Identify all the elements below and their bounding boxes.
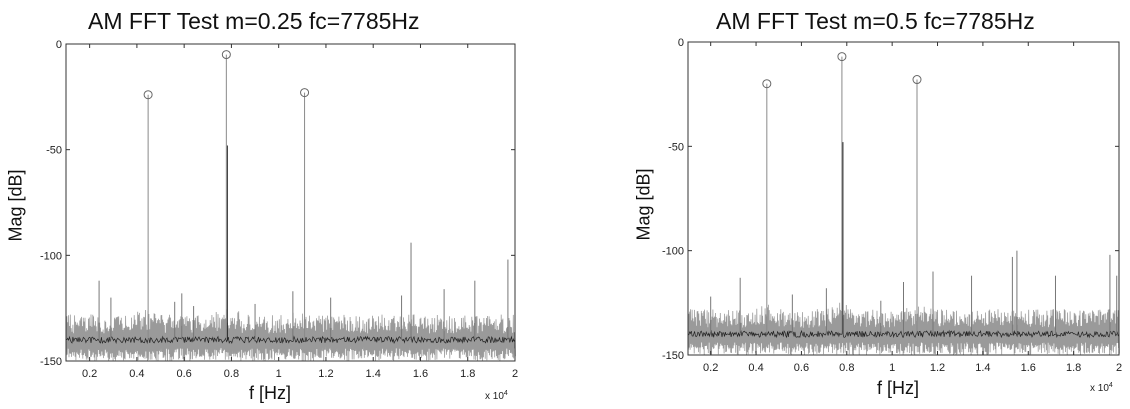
mean-trace (65, 335, 516, 345)
y-tick-label: -50 (668, 141, 684, 153)
mean-trace (688, 329, 1120, 339)
x-tick-label: 0.6 (177, 368, 192, 380)
x-tick-label: 0.4 (129, 368, 144, 380)
peak-marker (300, 88, 310, 98)
x-tick-label: 1.6 (413, 368, 428, 380)
x-axis-exponent: x 104 (485, 390, 508, 402)
y-tick-label: -150 (40, 356, 62, 368)
y-axis-label: Mag [dB] (5, 169, 26, 242)
x-tick-label: 1 (889, 362, 895, 374)
peak-marker (143, 90, 153, 100)
x-axis-exponent: x 104 (1090, 382, 1113, 394)
x-axis-label: f [Hz] (249, 383, 292, 403)
x-tick-label: 1.8 (460, 368, 475, 380)
x-tick-label: 0.4 (748, 362, 763, 374)
x-tick-label: 1.6 (1021, 362, 1036, 374)
peak-marker (837, 52, 847, 62)
x-tick-label: 2 (1116, 362, 1122, 374)
y-tick-label: -50 (46, 145, 62, 157)
chart-title: AM FFT Test m=0.25 fc=7785Hz (88, 8, 420, 34)
chart-plot: 0.2 0.4 0.6 0.8 1 1.2 1.4 1.6 1.8 2 0 -50 -100 -150 (40, 39, 518, 380)
plot-frame (65, 43, 516, 362)
y-tick-label: -100 (40, 250, 62, 262)
y-tick-label: 0 (678, 37, 684, 49)
plot-frame (687, 41, 1120, 356)
x-tick-label: 0.8 (839, 362, 854, 374)
x-tick-label: 2 (512, 368, 518, 380)
x-tick-label: 0.2 (703, 362, 718, 374)
chart-plot: 0.2 0.4 0.6 0.8 1 1.2 1.4 1.6 1.8 2 0 -50 -100 -150 (662, 37, 1122, 374)
x-tick-label: 0.8 (224, 368, 239, 380)
peak-marker (221, 50, 231, 60)
x-tick-label: 1.2 (930, 362, 945, 374)
x-tick-label: 0.2 (82, 368, 97, 380)
chart-title: AM FFT Test m=0.5 fc=7785Hz (716, 8, 1035, 34)
y-axis-label: Mag [dB] (633, 168, 654, 241)
x-tick-label: 1.2 (318, 368, 333, 380)
x-tick-label: 1.4 (366, 368, 381, 380)
chart-panel-right: AM FFT Test m=0.5 fc=7785Hz 0.2 0.4 0.6 0.8… (590, 0, 1130, 409)
noise-trace (65, 309, 516, 361)
x-axis-label: f [Hz] (877, 378, 920, 398)
y-tick-label: -150 (662, 350, 684, 362)
chart-panel-left: AM FFT Test m=0.25 fc=7785Hz 0.2 0.4 0.6 0.… (0, 0, 540, 409)
peak-marker (762, 79, 772, 89)
x-tick-label: 1.4 (975, 362, 990, 374)
x-tick-label: 1.8 (1066, 362, 1081, 374)
y-tick-label: 0 (56, 39, 62, 51)
y-tick-label: -100 (662, 246, 684, 258)
peak-marker (912, 75, 922, 85)
x-tick-label: 0.6 (794, 362, 809, 374)
x-tick-label: 1 (276, 368, 282, 380)
